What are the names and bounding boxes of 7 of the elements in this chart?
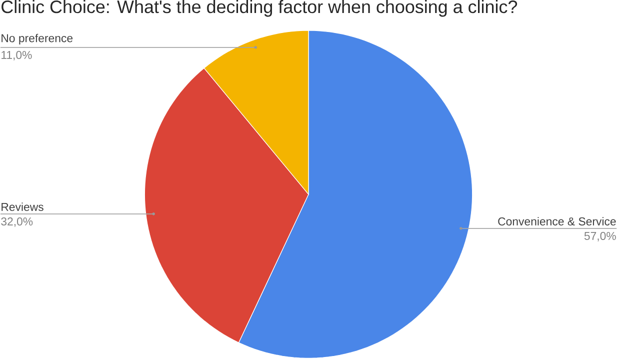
data-label: 11,0% (2, 51, 32, 61)
chart-title: Clinic Choice: What's the deciding factor when choosing a clinic? (2, 0, 518, 17)
slice-label: Convenience & Service (498, 217, 616, 226)
slice-label: Reviews (2, 202, 44, 212)
data-label: 57,0% (584, 232, 616, 242)
data-label: 32,0% (1, 218, 33, 228)
slice-label: No preference (2, 34, 73, 45)
